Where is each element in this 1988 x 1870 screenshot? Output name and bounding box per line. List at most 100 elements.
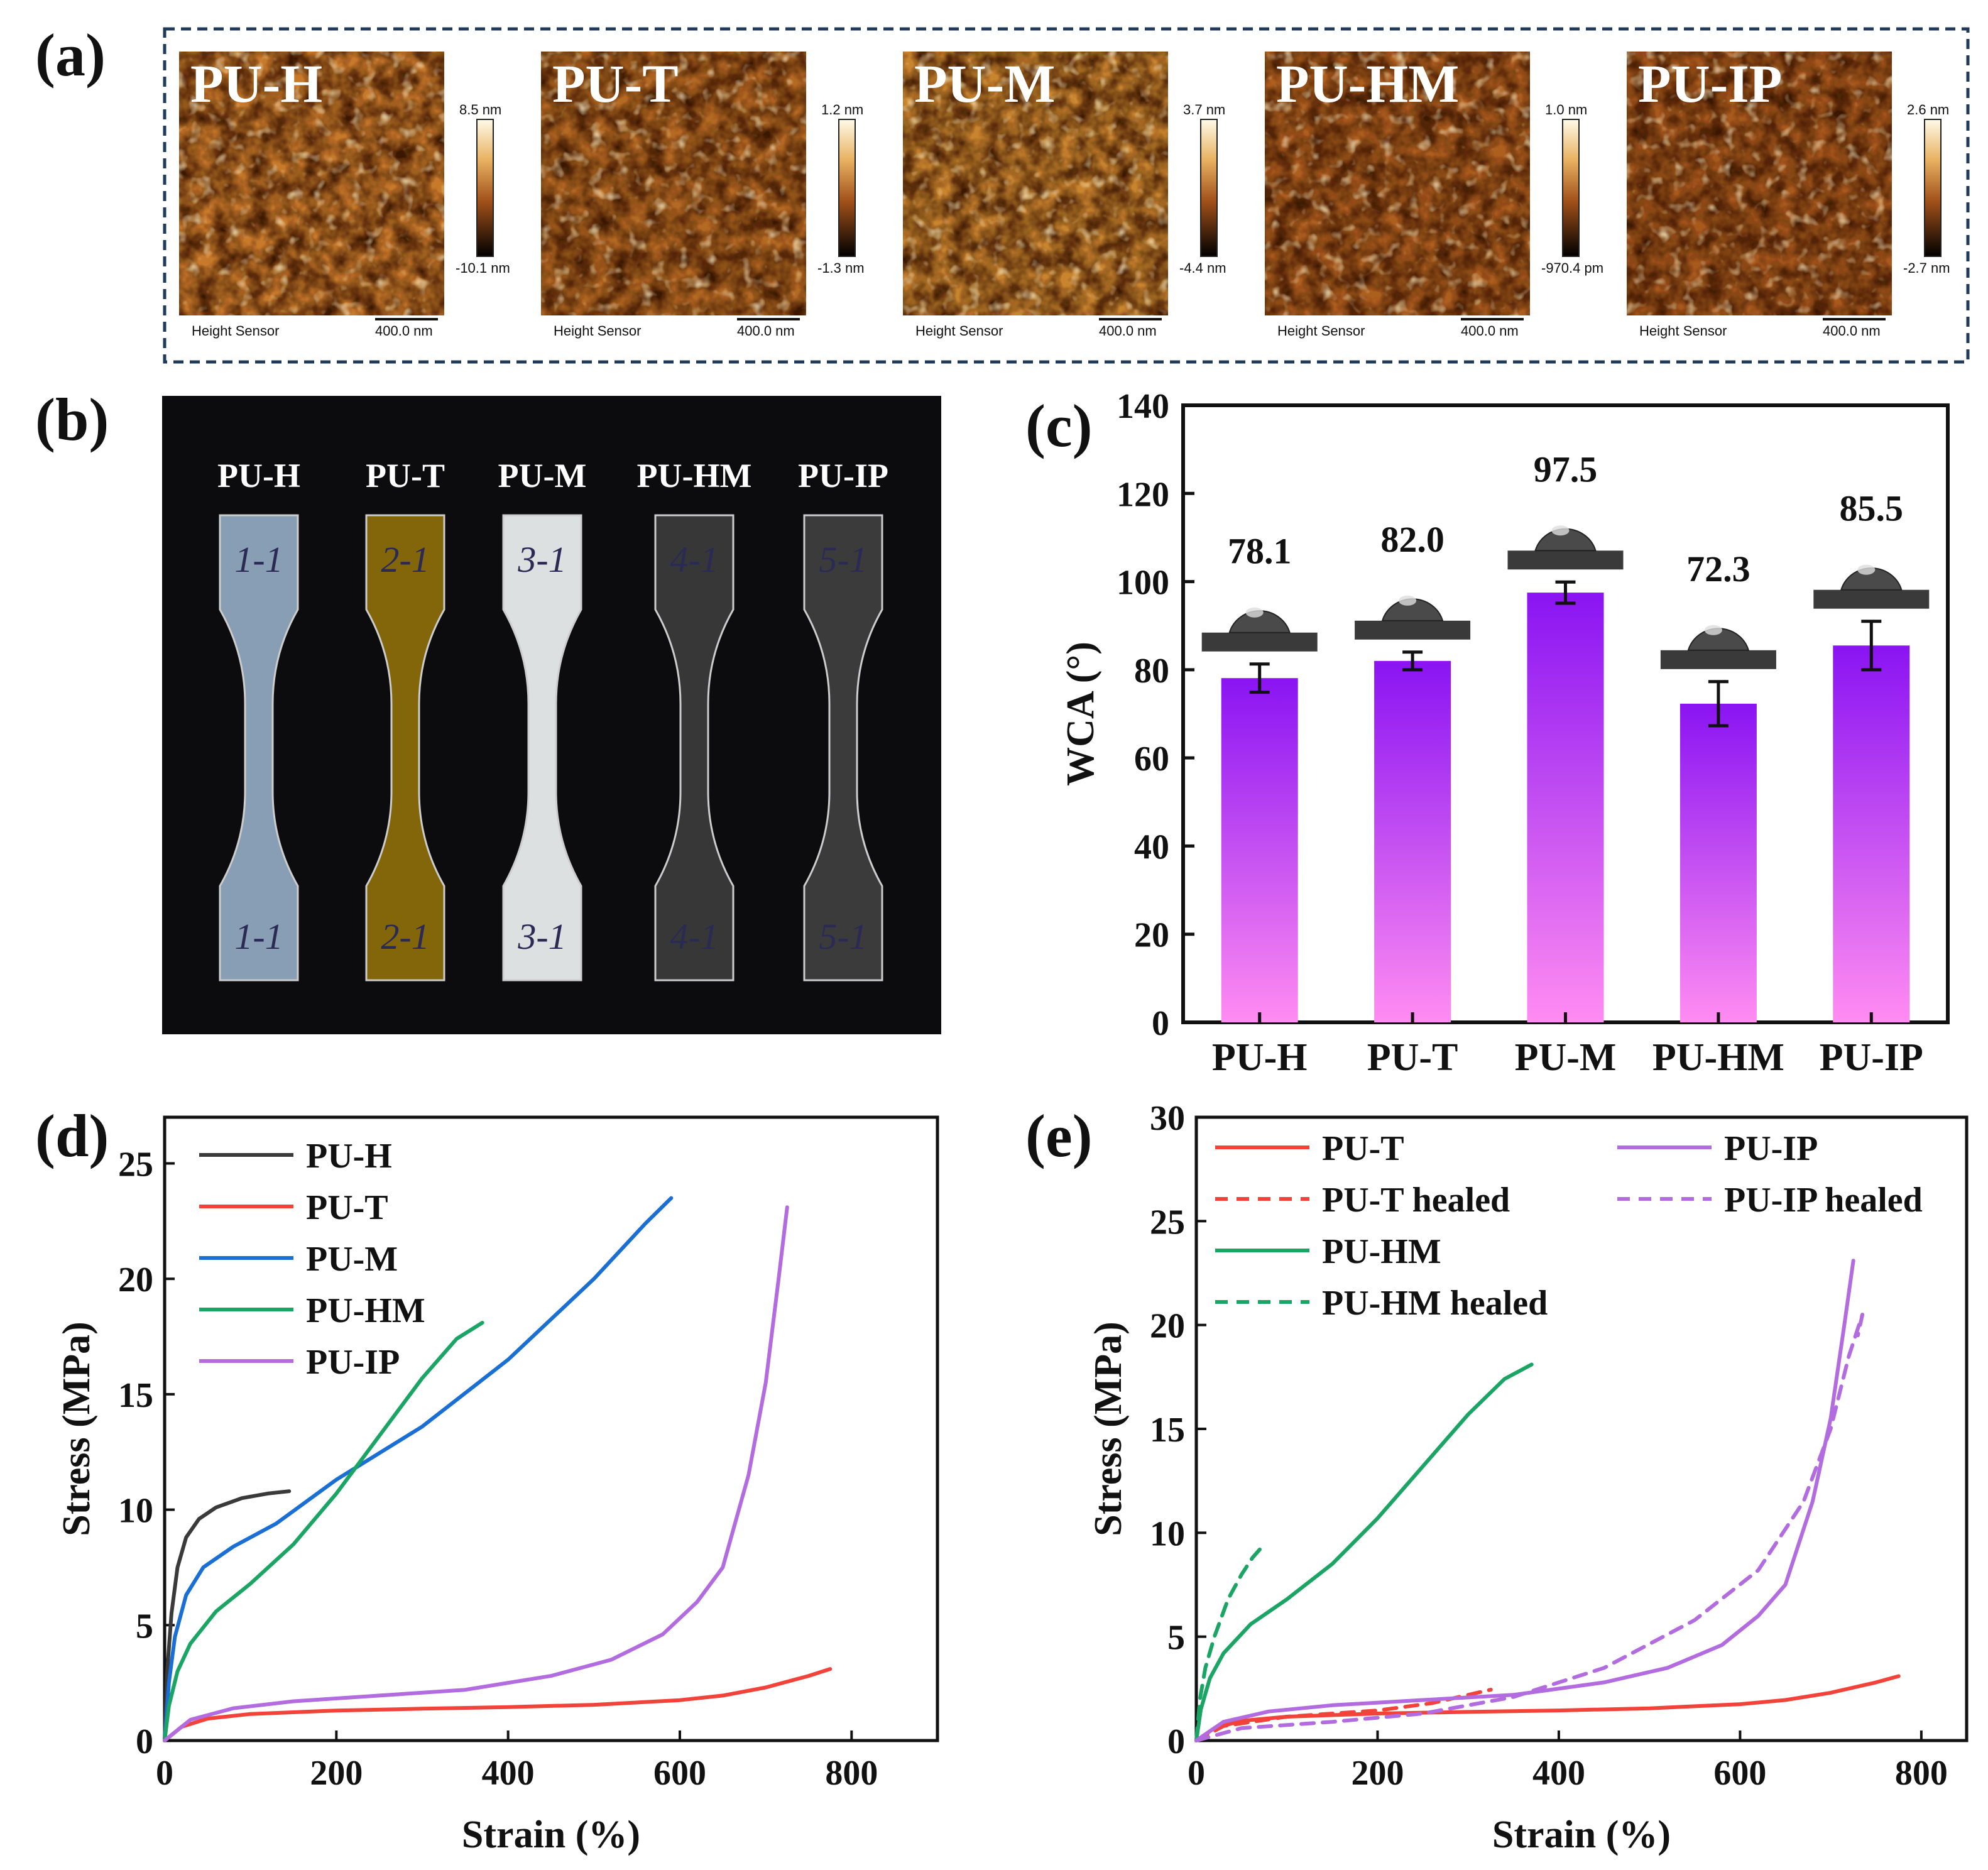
y-tick-label: 20 <box>1134 916 1169 955</box>
y-axis-label: WCA (°) <box>1059 642 1102 786</box>
y-axis-label: Stress (MPa) <box>1087 1321 1130 1536</box>
droplet-substrate <box>1201 632 1318 652</box>
specimen-label: PU-H <box>217 457 300 495</box>
afm-panel-border <box>163 27 1970 364</box>
x-tick-label: 800 <box>825 1754 878 1793</box>
legend-label: PU-IP <box>1724 1129 1818 1168</box>
x-tick-label: PU-H <box>1212 1036 1308 1079</box>
bar-value-label: 97.5 <box>1534 449 1598 489</box>
afm-images: PU-H Height Sensor 400.0 nm 8.5 nm -10.1 nm P… <box>179 52 1950 339</box>
colorbar-min-label: -2.7 nm <box>1903 260 1950 276</box>
specimen-mark-top: 1-1 <box>234 539 283 580</box>
specimen-mark-top: 5-1 <box>819 539 867 580</box>
droplet-highlight <box>1399 595 1417 606</box>
afm-scale-label: 400.0 nm <box>1099 323 1157 339</box>
series-line <box>163 1489 292 1742</box>
afm-title: PU-IP <box>1638 53 1782 114</box>
afm-title: PU-H <box>190 53 322 114</box>
series-line <box>1194 1547 1267 1742</box>
colorbar-min-label: -10.1 nm <box>456 260 510 276</box>
colorbar-max-label: 2.6 nm <box>1907 102 1949 118</box>
bar-value-label: 85.5 <box>1840 488 1904 529</box>
x-tick-label: 600 <box>1713 1754 1766 1793</box>
x-tick-label: 800 <box>1895 1754 1948 1793</box>
y-tick-label: 25 <box>118 1145 153 1184</box>
bar <box>1527 593 1604 1022</box>
specimen-photo: PU-H 1-1 1-1 PU-T 2-1 2-1 PU-M 3-1 3-1 PU-HM 4-1 4-… <box>217 457 888 981</box>
panel-label-a: (a) <box>35 21 106 89</box>
bar <box>1374 660 1451 1022</box>
specimen-mark-bottom: 5-1 <box>819 916 867 957</box>
series-line <box>1194 1688 1493 1742</box>
colorbar-max-label: 3.7 nm <box>1183 102 1225 118</box>
specimen-label: PU-IP <box>798 457 888 495</box>
y-tick-label: 20 <box>1150 1307 1185 1346</box>
healing-stress-strain-chart: 0 200 400 600 800 0 5 10 15 20 25 30 Strain (%) Stres… <box>1087 1099 1969 1856</box>
colorbar-max-label: 8.5 nm <box>459 102 501 118</box>
panel-label-e: (e) <box>1025 1102 1093 1169</box>
afm-colorbar <box>1562 119 1580 257</box>
y-tick-label: 15 <box>118 1376 153 1415</box>
afm-colorbar <box>1200 119 1218 257</box>
legend-label: PU-T healed <box>1322 1181 1510 1220</box>
y-tick-label: 15 <box>1150 1411 1185 1450</box>
x-tick-label: PU-T <box>1367 1036 1458 1079</box>
afm-texture-light <box>541 52 806 315</box>
y-tick-label: 10 <box>118 1492 153 1531</box>
y-tick-label: 20 <box>118 1260 153 1299</box>
stress-strain-chart: 0 200 400 600 800 0 5 10 15 20 25 Strain (%) Stress … <box>55 1115 939 1856</box>
series-line <box>1194 1259 1855 1742</box>
x-tick-label: 200 <box>1351 1754 1404 1793</box>
specimen-label: PU-HM <box>637 457 752 495</box>
panel-label-c: (c) <box>1025 392 1093 459</box>
legend-label: PU-HM <box>306 1291 425 1330</box>
x-tick-label: 600 <box>653 1754 706 1793</box>
series-line <box>1194 1313 1865 1742</box>
specimen-mark-top: 3-1 <box>517 539 566 580</box>
x-tick-label: PU-M <box>1515 1036 1617 1079</box>
bar <box>1679 703 1757 1022</box>
y-tick-label: 25 <box>1150 1203 1185 1242</box>
legend-label: PU-IP <box>306 1343 400 1382</box>
dogbone-specimen <box>803 514 883 981</box>
series-line <box>1194 1674 1901 1742</box>
afm-texture-light <box>179 52 444 315</box>
x-tick-label: PU-IP <box>1820 1036 1923 1079</box>
y-tick-label: 10 <box>1150 1514 1185 1553</box>
afm-scale-label: 400.0 nm <box>375 323 433 339</box>
colorbar-max-label: 1.2 nm <box>821 102 863 118</box>
afm-colorbar <box>476 119 494 257</box>
x-axis-label: Strain (%) <box>1492 1813 1671 1856</box>
afm-scale-label: 400.0 nm <box>1823 323 1881 339</box>
bar-value-label: 82.0 <box>1380 519 1445 560</box>
y-tick-label: 40 <box>1134 828 1169 867</box>
y-tick-label: 0 <box>1152 1004 1169 1043</box>
series-line <box>163 1321 484 1742</box>
panel-label-d: (d) <box>35 1102 109 1169</box>
droplet-highlight <box>1704 625 1722 635</box>
y-tick-label: 60 <box>1134 740 1169 779</box>
specimen-mark-bottom: 2-1 <box>381 916 429 957</box>
afm-scale-label: 400.0 nm <box>1461 323 1519 339</box>
legend-label: PU-H <box>306 1137 392 1176</box>
y-tick-label: 0 <box>1167 1722 1185 1761</box>
y-tick-label: 5 <box>136 1607 153 1646</box>
bar <box>1833 645 1910 1022</box>
bar-value-label: 78.1 <box>1228 531 1292 572</box>
series-line <box>163 1196 674 1742</box>
bar <box>1221 678 1298 1022</box>
series-line <box>163 1205 789 1742</box>
droplet-highlight <box>1857 564 1876 575</box>
series-line <box>163 1667 833 1742</box>
y-tick-label: 120 <box>1117 475 1169 514</box>
afm-caption: Height Sensor <box>1277 323 1365 339</box>
afm-title: PU-HM <box>1276 53 1459 114</box>
dogbone-specimen <box>219 514 299 981</box>
colorbar-min-label: -4.4 nm <box>1179 260 1226 276</box>
legend-label: PU-IP healed <box>1724 1181 1923 1220</box>
y-tick-label: 80 <box>1134 652 1169 691</box>
afm-scale-label: 400.0 nm <box>737 323 795 339</box>
droplet-substrate <box>1813 589 1930 609</box>
wca-bar-chart: 0 20 40 60 80 100 120 140 WCA (°) 78.1 PU-H 82.0 PU-… <box>1059 387 1950 1079</box>
